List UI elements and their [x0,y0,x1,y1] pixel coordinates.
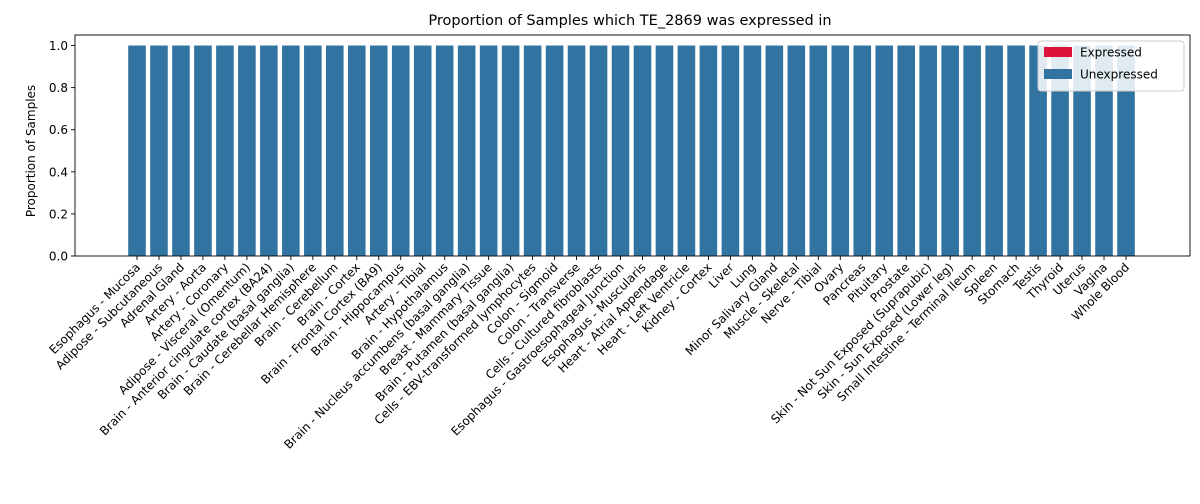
bar-unexpressed [985,45,1003,256]
bar-unexpressed [457,45,476,256]
bars-layer [128,45,1135,256]
bar-unexpressed [172,45,190,256]
bar-unexpressed [150,45,168,256]
bar-unexpressed [128,45,146,256]
y-tick-label: 0.0 [49,250,68,264]
bar-unexpressed [963,45,981,256]
bar-unexpressed [699,45,718,256]
bar-unexpressed [260,45,278,256]
bar-unexpressed [919,45,937,256]
legend-box [1037,40,1185,92]
bar-unexpressed [589,45,608,256]
bar-unexpressed [282,45,300,256]
bar-unexpressed [1051,45,1069,256]
bar-unexpressed [721,45,740,256]
y-axis: 0.0 0.2 0.4 0.6 0.8 1.0 [49,39,75,264]
bar-unexpressed [238,45,256,256]
bar-unexpressed [347,45,366,256]
bar-unexpressed [391,45,410,256]
bar-unexpressed [677,45,696,256]
bar-unexpressed [941,45,959,256]
bar-unexpressed [567,45,586,256]
bar-unexpressed [435,45,454,256]
bar-unexpressed [1007,45,1025,256]
legend-label-unexpressed: Unexpressed [1080,68,1158,82]
bar-unexpressed [633,45,652,256]
bar-unexpressed [787,45,806,256]
y-tick-label: 0.2 [49,207,68,221]
y-tick-label: 0.8 [49,81,68,95]
y-tick-label: 0.4 [49,165,68,179]
bar-unexpressed [831,45,850,256]
bar-unexpressed [875,45,894,256]
bar-unexpressed [523,45,542,256]
bar-unexpressed [853,45,872,256]
bar-unexpressed [611,45,630,256]
bar-unexpressed [216,45,234,256]
bar-unexpressed [655,45,674,256]
bar-unexpressed [1095,45,1113,256]
bar-unexpressed [1073,45,1091,256]
y-tick-label: 0.6 [49,123,68,137]
y-axis-label: Proportion of Samples [24,85,38,217]
bar-unexpressed [326,45,344,256]
bar-unexpressed [501,45,520,256]
y-tick-label: 1.0 [49,39,68,53]
bar-unexpressed [369,45,388,256]
legend-swatch-unexpressed [1044,69,1072,79]
bar-unexpressed [479,45,498,256]
legend-label-expressed: Expressed [1080,46,1142,60]
plot-frame [74,34,1191,257]
bar-unexpressed [765,45,784,256]
bar-unexpressed [809,45,828,256]
bar-unexpressed [194,45,212,256]
legend: Expressed Unexpressed [1037,40,1185,92]
bar-unexpressed [545,45,564,256]
bar-unexpressed [743,45,762,256]
bar-unexpressed [304,45,322,256]
bar-unexpressed [1029,45,1047,256]
chart-title: Proportion of Samples which TE_2869 was … [428,13,831,29]
bar-unexpressed [1117,45,1135,256]
bar-unexpressed [413,45,432,256]
bar-unexpressed [897,45,916,256]
legend-swatch-expressed [1044,47,1072,57]
